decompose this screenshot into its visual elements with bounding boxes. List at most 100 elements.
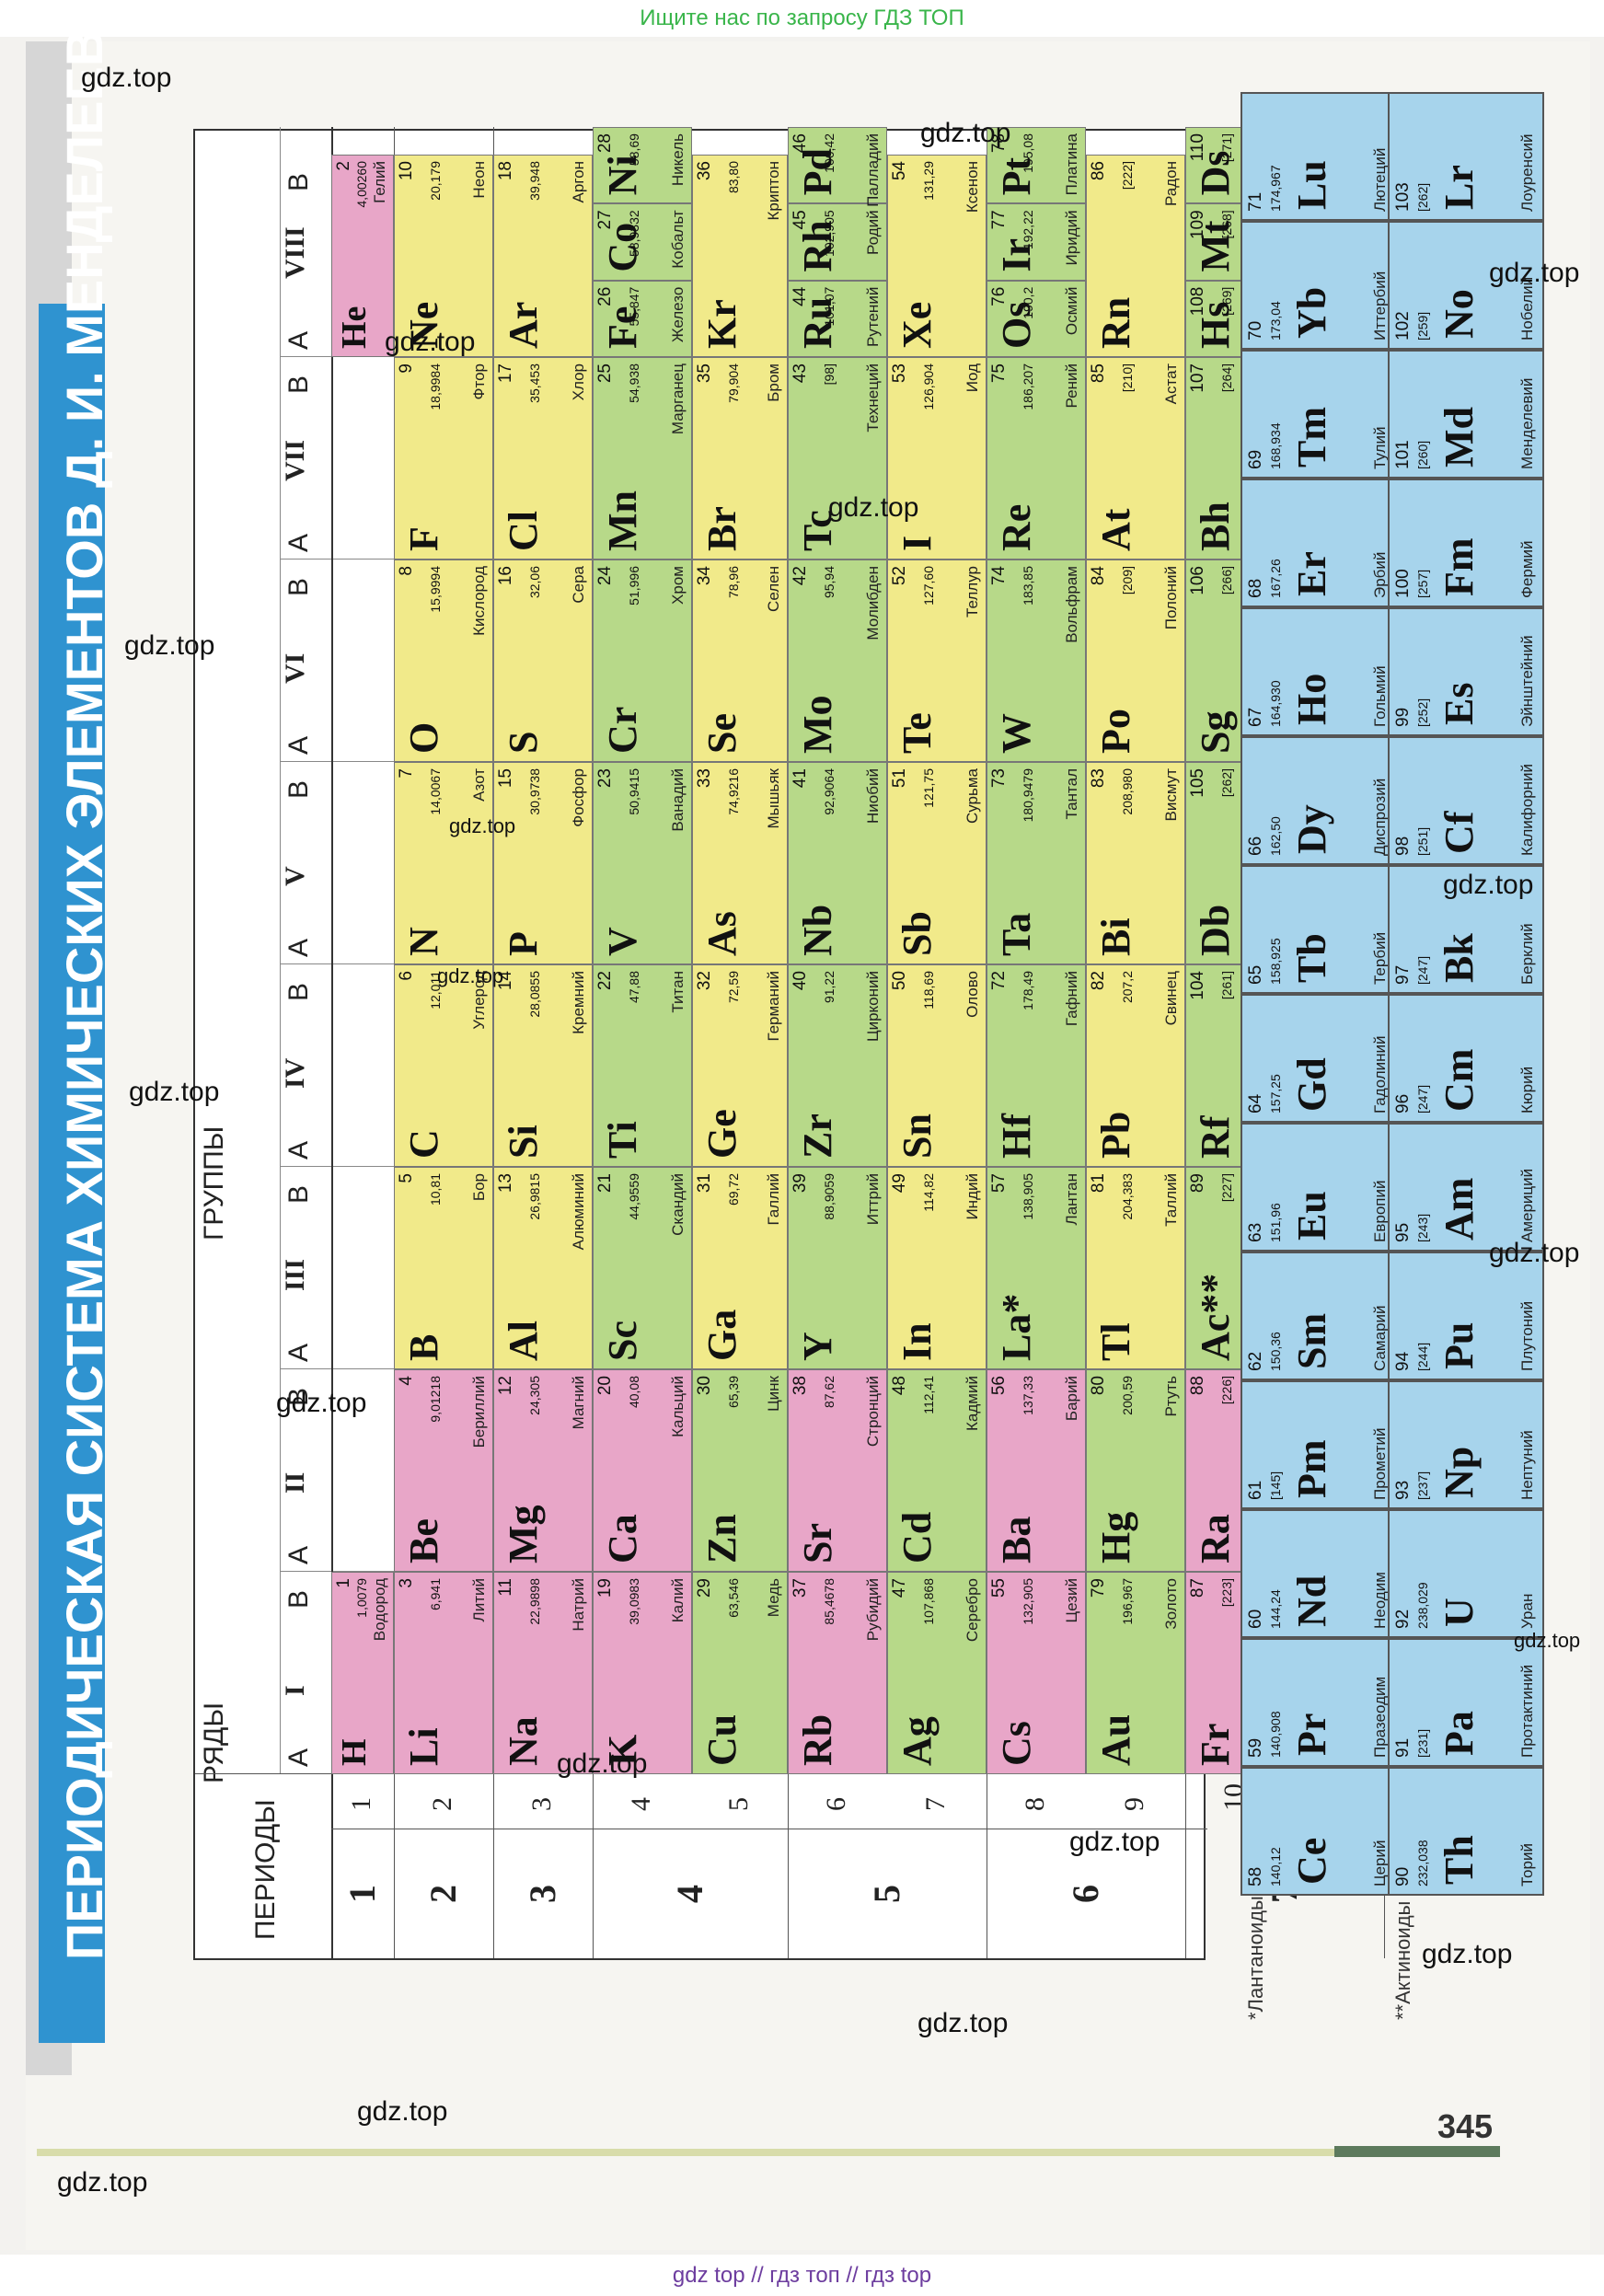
element-cell: U 92 238,029 Уран: [1388, 1509, 1544, 1638]
atomic-number: 42: [790, 566, 810, 586]
element-cell: Y 39 88,9059 Иттрий: [788, 1167, 887, 1369]
watermark: gdz.top: [81, 63, 172, 93]
atomic-mass: 9,01218: [428, 1376, 443, 1423]
element-cell: Ru 44 101,07 Рутений: [788, 280, 887, 357]
atomic-number: 59: [1246, 1737, 1265, 1758]
atomic-number: 57: [989, 1173, 1009, 1194]
atomic-mass: 158,925: [1268, 938, 1283, 985]
atomic-number: 61: [1246, 1480, 1265, 1500]
element-cell: Md 101 [260] Менделевий: [1388, 350, 1544, 479]
atomic-number: 62: [1246, 1351, 1265, 1371]
atomic-mass: [257]: [1415, 569, 1430, 598]
element-name: Диспрозий: [1371, 778, 1389, 856]
atomic-number: 63: [1246, 1222, 1265, 1242]
group-label: VIII: [280, 226, 310, 279]
element-name: Галлий: [765, 1173, 782, 1226]
element-name: Рутений: [864, 286, 882, 347]
atomic-number: 5: [397, 1173, 416, 1183]
element-symbol: Cr: [600, 706, 645, 754]
lanthanoids-table: Ce 58 140,12 Церий Pr 59 140,908 Празеодим Nd 60 1…: [1241, 92, 1397, 1896]
row-number: 8: [1020, 1797, 1050, 1811]
atomic-mass: [266]: [1219, 566, 1234, 595]
element-name: Радон: [1162, 161, 1180, 206]
atomic-mass: 101,07: [822, 286, 837, 327]
atomic-mass: [237]: [1415, 1471, 1430, 1500]
atomic-mass: 74,9216: [726, 768, 741, 815]
element-cell: Re 75 186,207 Рений: [987, 357, 1086, 560]
element-symbol: V: [600, 927, 645, 956]
element-cell: Hf 72 178,49 Гафний: [987, 964, 1086, 1167]
group-label: I: [280, 1685, 310, 1696]
lanthanoids-label: *Лантаноиды: [1244, 1896, 1267, 2020]
element-cell: Os 76 190,2 Осмий: [987, 280, 1086, 357]
element-symbol: Te: [894, 712, 940, 754]
atomic-mass: 151,96: [1268, 1203, 1283, 1242]
element-name: Менделевий: [1518, 377, 1536, 469]
element-cell: Rh 45 102,905 Родий: [788, 203, 887, 281]
element-symbol: Li: [401, 1727, 446, 1766]
atomic-mass: 24,305: [527, 1376, 542, 1415]
element-symbol: Ra: [1193, 1514, 1238, 1563]
element-symbol: B: [401, 1333, 446, 1361]
element-name: Германий: [765, 971, 782, 1042]
element-name: Олово: [964, 971, 981, 1018]
element-cell: Te 52 127,60 Теллур: [887, 560, 987, 762]
element-symbol: Pa: [1437, 1711, 1482, 1756]
atomic-mass: 144,24: [1268, 1589, 1283, 1629]
element-cell: Pm 61 [145] Прометий: [1241, 1380, 1397, 1509]
atomic-mass: 196,967: [1120, 1578, 1135, 1625]
watermark: gdz.top: [1443, 870, 1534, 900]
watermark: gdz.top: [1422, 1939, 1513, 1969]
atomic-mass: 18,9984: [428, 363, 443, 410]
atomic-number: 1: [334, 1578, 353, 1588]
atomic-number: 39: [790, 1173, 810, 1194]
element-name: Индий: [964, 1173, 981, 1220]
atomic-mass: 238,029: [1415, 1582, 1430, 1629]
element-symbol: Be: [401, 1518, 446, 1563]
element-cell: Pb 82 207,2 Свинец: [1086, 964, 1185, 1167]
atomic-number: 27: [595, 210, 615, 230]
atomic-mass: 58,9332: [627, 210, 641, 257]
groups-header: ГРУППЫ: [199, 1125, 229, 1240]
atomic-mass: [222]: [1120, 161, 1135, 190]
element-cell: Li 3 6,941 Литий: [394, 1572, 493, 1774]
group-a-label: А: [283, 533, 314, 552]
element-symbol: Ga: [699, 1309, 744, 1361]
period-number: 6: [1065, 1885, 1106, 1903]
element-symbol: Fr: [1193, 1723, 1238, 1766]
element-name: Рений: [1063, 363, 1080, 409]
atomic-number: 23: [595, 768, 615, 789]
atomic-mass: 178,49: [1021, 971, 1035, 1010]
atomic-mass: 204,383: [1120, 1173, 1135, 1220]
atomic-mass: 39,948: [527, 161, 542, 201]
element-name: Цезий: [1063, 1578, 1080, 1623]
element-name: Цинк: [765, 1376, 782, 1412]
atomic-mass: 1,0079: [354, 1578, 369, 1618]
title-banner: [39, 304, 105, 2043]
element-name: Палладий: [864, 133, 882, 207]
element-symbol: Ba: [994, 1516, 1039, 1563]
atomic-number: 44: [790, 286, 810, 306]
element-symbol: Rb: [795, 1713, 840, 1766]
atomic-number: 56: [989, 1376, 1009, 1396]
atomic-number: 6: [397, 971, 416, 981]
atomic-mass: [252]: [1415, 698, 1430, 727]
atomic-number: 73: [989, 768, 1009, 789]
element-symbol: Y: [795, 1332, 840, 1361]
element-name: Америций: [1518, 1168, 1536, 1242]
atomic-number: 68: [1246, 578, 1265, 598]
atomic-number: 95: [1393, 1222, 1413, 1242]
atomic-number: 91: [1393, 1737, 1413, 1758]
element-symbol: Xe: [894, 301, 940, 349]
element-name: Рубидий: [864, 1578, 882, 1642]
element-name: Бериллий: [470, 1376, 488, 1448]
atomic-number: 12: [496, 1376, 515, 1396]
atomic-number: 34: [695, 566, 714, 586]
atomic-mass: 91,22: [822, 971, 837, 1004]
element-name: Мышьяк: [765, 768, 782, 829]
element-symbol: Gd: [1289, 1057, 1334, 1112]
element-name: Платина: [1063, 133, 1080, 196]
atomic-number: 71: [1246, 191, 1265, 212]
element-symbol: Ti: [600, 1121, 645, 1159]
atomic-number: 32: [695, 971, 714, 991]
